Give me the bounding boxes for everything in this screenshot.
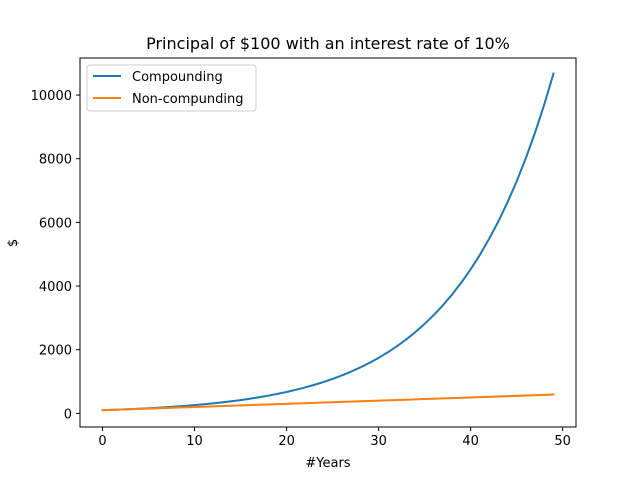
legend-label-compounding: Compounding — [132, 70, 223, 85]
legend-label-non-compunding: Non-compunding — [132, 92, 243, 107]
x-tick-label: 40 — [462, 434, 479, 449]
legend: Compounding Non-compunding — [86, 64, 257, 112]
y-tick-label: 8000 — [39, 153, 72, 168]
x-axis-label: #Years — [305, 456, 350, 471]
x-tick-label: 20 — [278, 434, 295, 449]
x-axis: 0 10 20 30 40 50 — [98, 427, 571, 449]
series-line-compounding — [101, 72, 555, 412]
y-axis: 0 2000 4000 6000 8000 10000 — [31, 89, 80, 422]
plot-frame — [79, 57, 577, 428]
chart-title: Principal of $100 with an interest rate … — [146, 34, 510, 53]
y-tick-label: 10000 — [31, 89, 72, 104]
x-tick-label: 0 — [98, 434, 106, 449]
y-tick-label: 2000 — [39, 344, 72, 359]
x-tick-label: 30 — [370, 434, 387, 449]
y-tick-label: 4000 — [39, 280, 72, 295]
x-tick-label: 50 — [554, 434, 571, 449]
x-tick-label: 10 — [186, 434, 203, 449]
series-layer — [101, 72, 555, 412]
y-tick-label: 0 — [64, 407, 72, 422]
y-tick-label: 6000 — [39, 216, 72, 231]
series-line-non-compunding — [101, 393, 555, 412]
legend-box — [86, 64, 257, 112]
y-axis-label: $ — [6, 239, 21, 247]
